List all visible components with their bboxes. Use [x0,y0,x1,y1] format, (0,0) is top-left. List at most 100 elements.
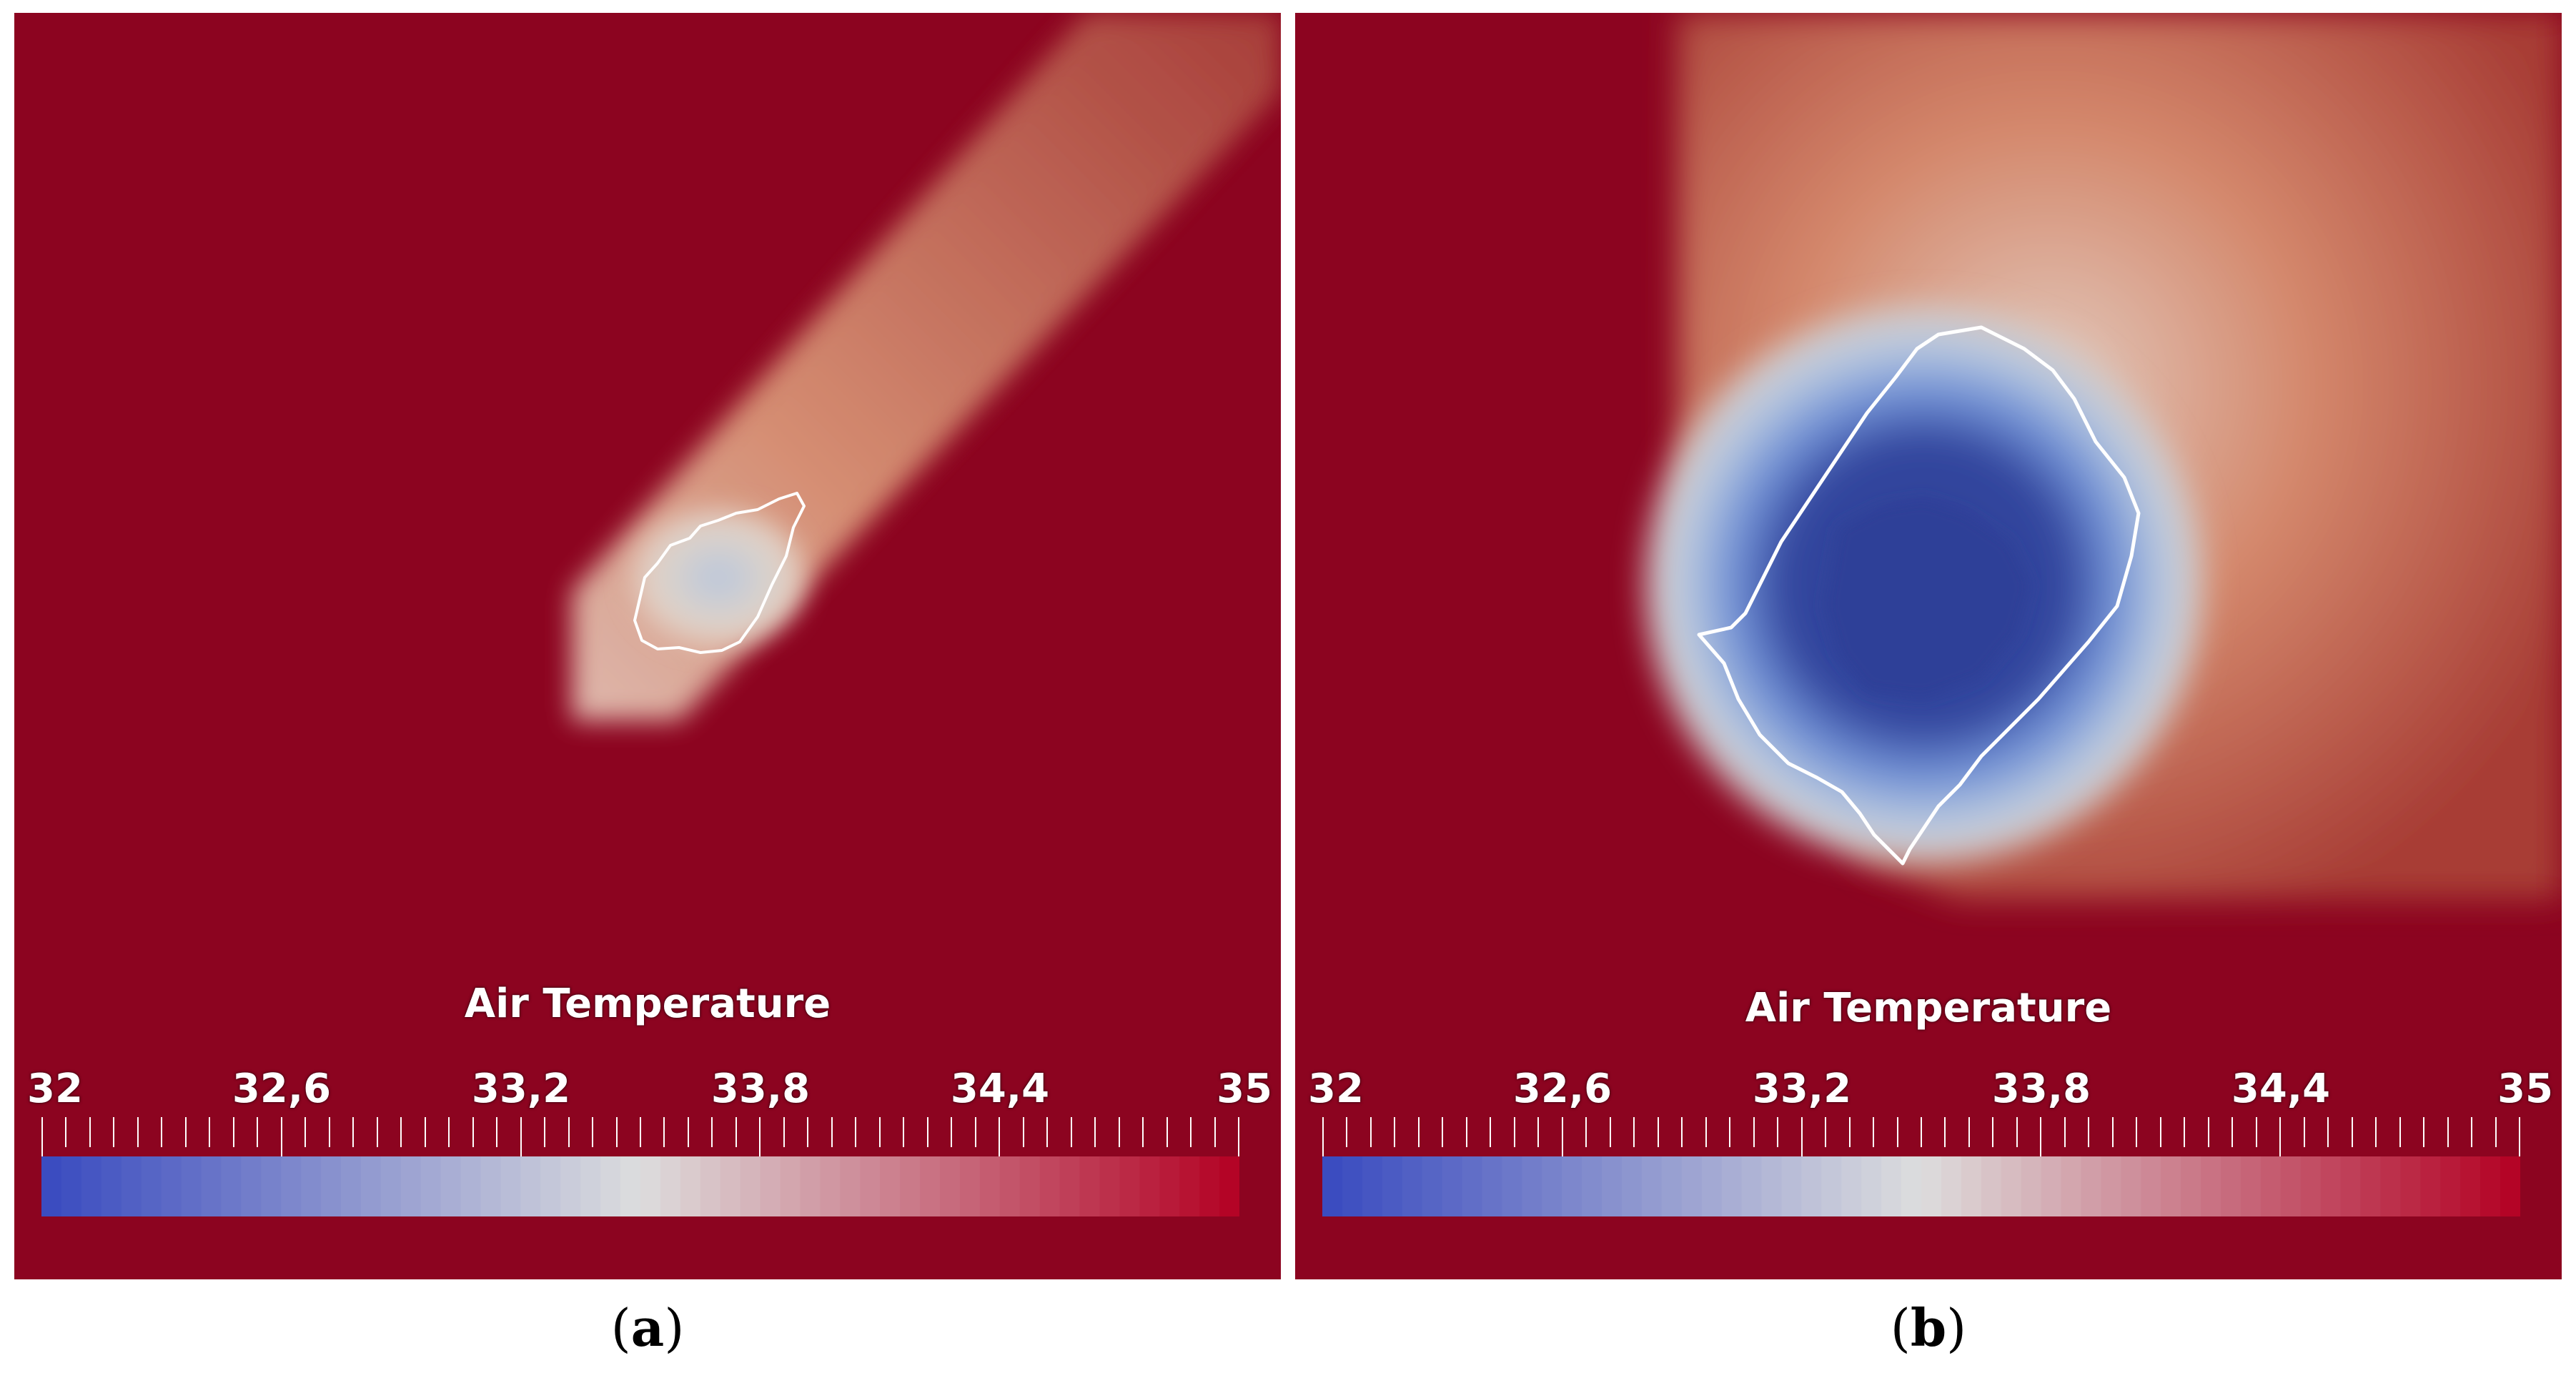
colorbar-swatch [460,1156,482,1216]
colorbar-minor-tick [1729,1117,1731,1147]
colorbar-minor-tick [2016,1117,2018,1147]
colorbar-swatch [1219,1156,1239,1216]
colorbar-swatch [380,1156,402,1216]
colorbar-swatch [1881,1156,1903,1216]
colorbar-swatch [101,1156,122,1216]
colorbar-swatch [900,1156,921,1216]
colorbar-minor-tick [2231,1117,2234,1147]
panel-a-tick-label: 35 [1217,1066,1272,1112]
colorbar-minor-tick [424,1117,426,1147]
colorbar-minor-tick [951,1117,953,1147]
colorbar-minor-tick [137,1117,139,1147]
colorbar-swatch [440,1156,462,1216]
colorbar-swatch [580,1156,602,1216]
colorbar-swatch [420,1156,442,1216]
colorbar-swatch [2081,1156,2102,1216]
colorbar-swatch [1482,1156,1503,1216]
colorbar-swatch [2320,1156,2342,1216]
panel-a-tick-label: 33,8 [710,1066,811,1112]
colorbar-minor-tick [352,1117,355,1147]
caption-a: (a) [610,1297,685,1358]
colorbar-swatch [620,1156,641,1216]
colorbar-swatch [281,1156,302,1216]
colorbar-minor-tick [1777,1117,1779,1147]
caption-a-label: a [630,1297,665,1358]
panel-a-colorbar [41,1156,1239,1216]
colorbar-swatch [800,1156,821,1216]
colorbar-swatch [2221,1156,2241,1216]
colorbar-swatch [480,1156,502,1216]
colorbar-swatch [2201,1156,2221,1216]
colorbar-swatch [2480,1156,2502,1216]
colorbar-swatch [500,1156,522,1216]
colorbar-minor-tick [1705,1117,1707,1147]
panel-a-colorbar-ticks [41,1117,1239,1196]
panel-b-field [1645,13,2562,899]
colorbar-minor-tick [232,1117,234,1147]
colorbar-swatch [2161,1156,2182,1216]
colorbar-swatch [1362,1156,1383,1216]
colorbar-minor-tick [1609,1117,1611,1147]
colorbar-major-tick [1322,1117,1324,1167]
colorbar-minor-tick [2327,1117,2329,1147]
colorbar-minor-tick [2159,1117,2161,1147]
colorbar-minor-tick [663,1117,665,1147]
colorbar-minor-tick [735,1117,737,1147]
colorbar-swatch [880,1156,901,1216]
panel-b-tick-label: 34,4 [2231,1066,2331,1112]
colorbar-minor-tick [2399,1117,2401,1147]
colorbar-minor-tick [209,1117,211,1147]
colorbar-swatch [1522,1156,1543,1216]
colorbar-minor-tick [2375,1117,2377,1147]
panel-a-contour [633,492,806,654]
colorbar-swatch [2460,1156,2482,1216]
colorbar-swatch [221,1156,242,1216]
colorbar-minor-tick [903,1117,905,1147]
colorbar-swatch [2021,1156,2042,1216]
panel-b-tick-label: 33,2 [1752,1066,1852,1112]
colorbar-minor-tick [113,1117,115,1147]
colorbar-minor-tick [1585,1117,1587,1147]
panel-a-tick-label: 33,2 [471,1066,571,1112]
colorbar-minor-tick [1873,1117,1875,1147]
colorbar-swatch [860,1156,881,1216]
colorbar-minor-tick [89,1117,91,1147]
colorbar-minor-tick [568,1117,570,1147]
colorbar-minor-tick [1921,1117,1922,1147]
colorbar-swatch [660,1156,681,1216]
colorbar-swatch [1542,1156,1563,1216]
colorbar-swatch [2121,1156,2142,1216]
colorbar-minor-tick [2255,1117,2257,1147]
colorbar-swatch [1059,1156,1081,1216]
colorbar-minor-tick [257,1117,259,1147]
colorbar-minor-tick [1825,1117,1827,1147]
colorbar-minor-tick [1490,1117,1492,1147]
colorbar-swatch [301,1156,322,1216]
colorbar-minor-tick [1142,1117,1144,1147]
colorbar-swatch [1502,1156,1523,1216]
colorbar-minor-tick [1513,1117,1515,1147]
colorbar-minor-tick [1537,1117,1540,1147]
colorbar-minor-tick [926,1117,928,1147]
panel-b-cool-core [1824,499,2031,699]
colorbar-swatch [1382,1156,1403,1216]
panel-b-contour [1697,325,2141,866]
colorbar-swatch [1861,1156,1883,1216]
colorbar-swatch [1462,1156,1483,1216]
colorbar-swatch [1781,1156,1803,1216]
colorbar-swatch [2300,1156,2322,1216]
colorbar-major-tick [280,1117,282,1167]
colorbar-swatch [121,1156,142,1216]
colorbar-minor-tick [544,1117,546,1147]
panel-a-field [572,13,1281,720]
colorbar-major-tick [1800,1117,1803,1167]
colorbar-swatch [1801,1156,1823,1216]
colorbar-swatch [2041,1156,2062,1216]
colorbar-swatch [241,1156,262,1216]
colorbar-swatch [2240,1156,2262,1216]
colorbar-minor-tick [1394,1117,1396,1147]
colorbar-swatch [920,1156,941,1216]
colorbar-minor-tick [184,1117,187,1147]
colorbar-swatch [1661,1156,1683,1216]
colorbar-swatch [820,1156,841,1216]
